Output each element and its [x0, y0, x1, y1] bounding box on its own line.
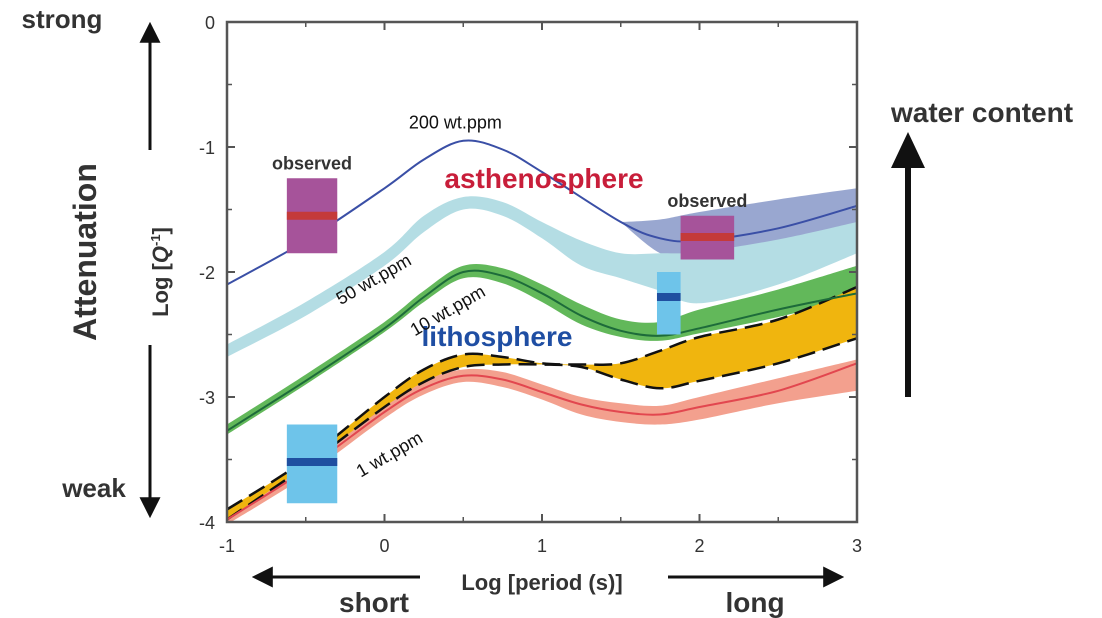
long-label: long: [725, 587, 784, 618]
attenuation-label: Attenuation: [67, 163, 103, 341]
observation-box-2: [656, 272, 681, 335]
y-tick-label: -3: [199, 388, 215, 408]
water-content-arrow-head: [891, 132, 925, 168]
y-axis-label-suffix: ]: [148, 227, 173, 234]
ticks-layer: -1 0 1 2 3 0 -1 -2 -3 -4: [199, 13, 862, 556]
band-1-wtppm: [227, 359, 857, 522]
series-label-3: 1 wt.ppm: [353, 427, 426, 481]
observed-label-0: observed: [272, 154, 352, 174]
x-tick-label: 2: [694, 536, 704, 556]
line-1-wtppm: [227, 362, 857, 521]
x-tick-label: 0: [379, 536, 389, 556]
y-tick-label: -4: [199, 513, 215, 533]
y-tick-label: -2: [199, 263, 215, 283]
water-content-label: water content: [890, 97, 1073, 128]
x-axis-label: Log [period (s)]: [461, 570, 622, 595]
x-tick-label: 3: [852, 536, 862, 556]
band-dashed: [227, 287, 857, 520]
observation-mean-0: [286, 211, 338, 220]
band-dashed-upper-edge: [227, 285, 857, 511]
y-axis-label-sup: -1: [148, 234, 163, 246]
band-50-wtppm: [227, 196, 857, 357]
short-label: short: [339, 587, 409, 618]
plot-area: [227, 139, 857, 522]
plot-layer: [227, 139, 857, 522]
strong-label: strong: [22, 4, 103, 34]
series-label-0: 200 wt.ppm: [409, 112, 502, 132]
y-axis-label-prefix: Log [: [148, 262, 173, 316]
x-tick-label: 1: [537, 536, 547, 556]
y-tick-label: -1: [199, 138, 215, 158]
observation-mean-1: [680, 233, 735, 241]
weak-label: weak: [61, 473, 126, 503]
lithosphere-label: lithosphere: [422, 321, 573, 352]
band-dashed-lower-edge: [227, 337, 857, 521]
line-10-wtppm: [227, 269, 857, 432]
observation-mean-3: [286, 458, 338, 466]
y-axis-label: Log [Q-1]: [148, 227, 173, 317]
y-axis-label-q: Q: [148, 246, 173, 263]
observed-label-1: observed: [667, 191, 747, 211]
x-tick-label: -1: [219, 536, 235, 556]
asthenosphere-label: asthenosphere: [444, 163, 643, 194]
observation-mean-2: [656, 293, 681, 301]
y-tick-label: 0: [205, 13, 215, 33]
